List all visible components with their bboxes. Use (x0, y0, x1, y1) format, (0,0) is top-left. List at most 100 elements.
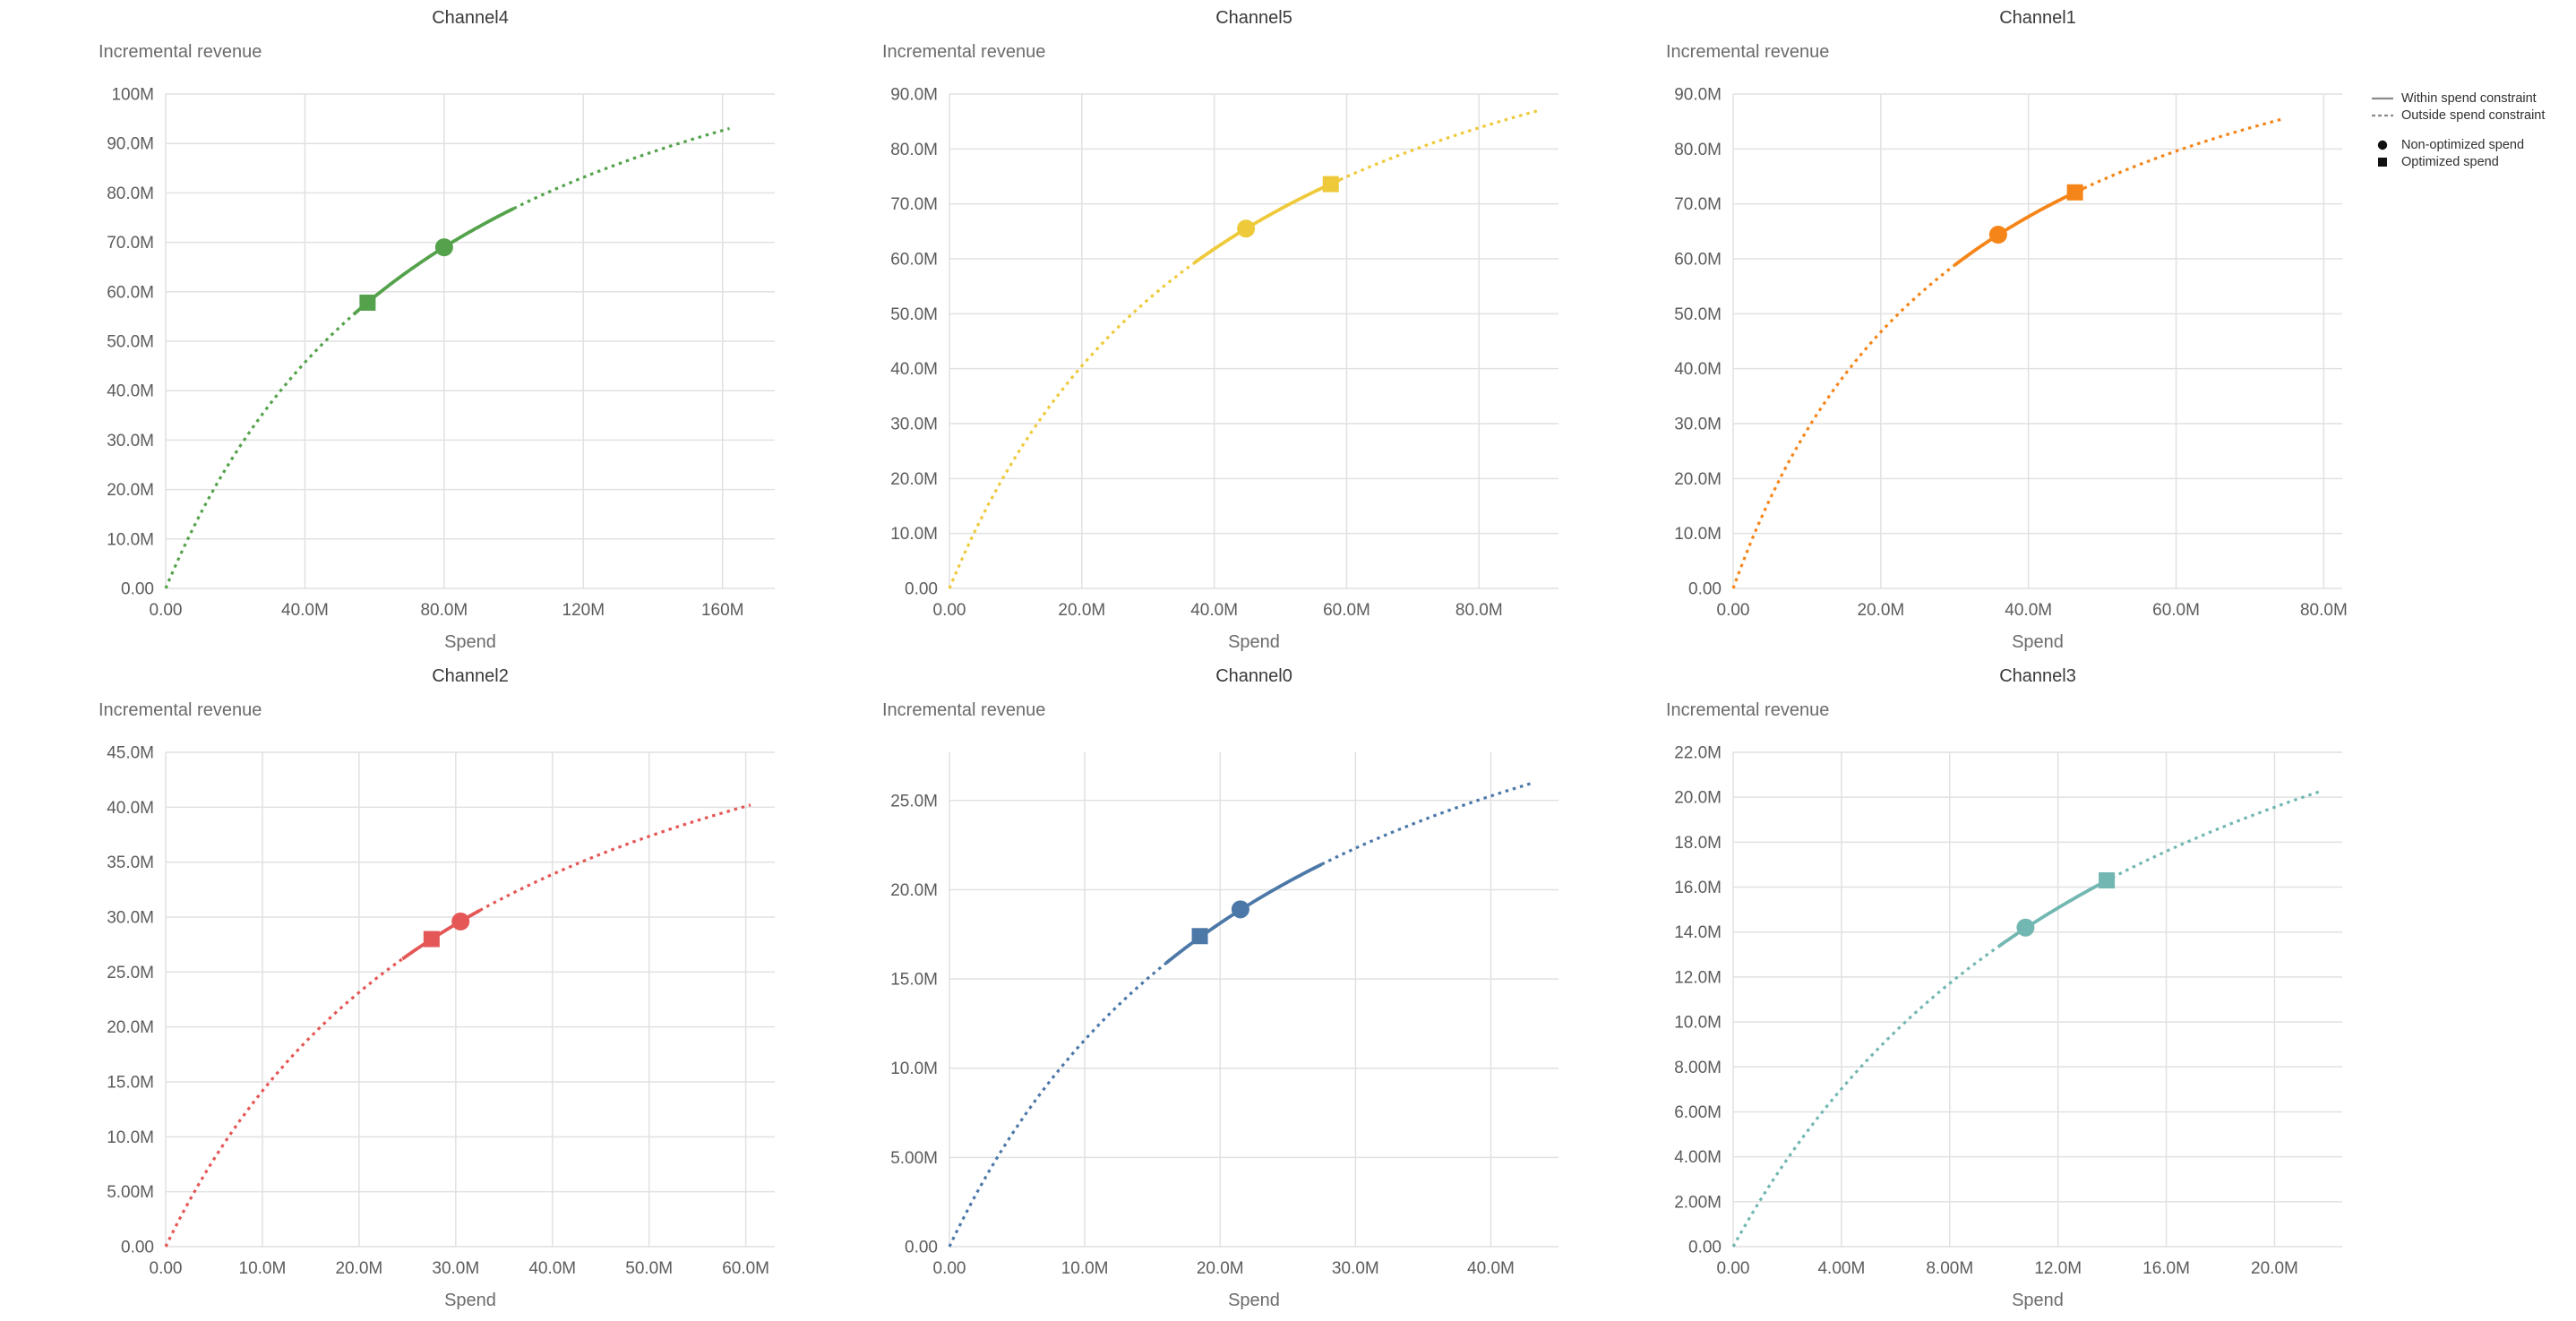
y-tick-label: 60.0M (107, 283, 154, 302)
optimized-spend-point (1322, 176, 1339, 193)
x-tick-label: 40.0M (2005, 601, 2052, 620)
x-axis-title: Spend (1228, 632, 1280, 652)
y-tick-label: 20.0M (1674, 789, 1722, 808)
optimized-spend-point (2099, 872, 2116, 889)
y-tick-label: 35.0M (107, 854, 154, 872)
curve-dashed-above-constraint (2082, 117, 2284, 190)
x-tick-label: 80.0M (420, 601, 468, 620)
gridlines (949, 752, 1558, 1248)
y-tick-label: 5.00M (107, 1183, 154, 1202)
legend: Within spend constraint Outside spend co… (2370, 90, 2574, 170)
chart-title: Channel4 (432, 8, 509, 28)
chart-title: Channel1 (1999, 8, 2076, 28)
curve-solid-within-constraint (1997, 876, 2114, 948)
y-tick-label: 45.0M (107, 744, 154, 763)
y-tick-label: 30.0M (890, 416, 938, 434)
y-tick-label: 10.0M (107, 530, 154, 549)
x-tick-label: 40.0M (528, 1259, 576, 1278)
non-optimized-spend-point (1231, 900, 1249, 919)
y-tick-label: 80.0M (1674, 141, 1722, 159)
y-tick-label: 8.00M (1674, 1059, 1722, 1077)
non-optimized-spend-point (434, 238, 453, 257)
y-tick-label: 16.0M (1674, 879, 1722, 897)
x-tick-label: 0.00 (150, 601, 183, 620)
y-tick-label: 20.0M (107, 481, 154, 500)
y-axis-title: Incremental revenue (99, 700, 262, 720)
y-tick-label: 30.0M (107, 432, 154, 450)
y-tick-label: 100M (111, 86, 154, 105)
x-axis-title: Spend (444, 632, 496, 652)
chart-svg: 0.00 20.0M 40.0M 60.0M 80.0M 0.00 10.0M 20.0M 30… (1666, 8, 2348, 652)
y-tick-label: 0.00 (1688, 1239, 1722, 1257)
x-tick-label: 30.0M (1332, 1259, 1379, 1278)
x-tick-label: 20.0M (1197, 1259, 1244, 1278)
y-tick-label: 0.00 (1688, 580, 1722, 599)
legend-label-outside: Outside spend constraint (2401, 107, 2546, 123)
gridlines (1732, 93, 2342, 589)
x-tick-label: 30.0M (432, 1259, 479, 1278)
y-tick-label: 90.0M (1674, 86, 1722, 105)
optimized-spend-point (359, 294, 376, 311)
curve-dashed-below-constraint (948, 962, 1167, 1248)
non-optimized-spend-point (451, 912, 470, 931)
y-tick-label: 40.0M (890, 360, 938, 379)
gridlines (949, 93, 1558, 589)
y-tick-label: 20.0M (107, 1018, 154, 1037)
x-tick-label: 10.0M (1061, 1259, 1109, 1278)
square-marker-icon (2378, 157, 2387, 167)
legend-item-optimized: Optimized spend (2370, 153, 2574, 170)
y-tick-label: 80.0M (107, 184, 154, 203)
y-tick-label: 40.0M (107, 382, 154, 401)
y-tick-label: 10.0M (1674, 525, 1722, 544)
y-axis-title: Incremental revenue (99, 42, 262, 62)
chart-title: Channel5 (1215, 8, 1292, 28)
x-axis-title: Spend (2012, 1291, 2064, 1310)
solid-line-icon (2372, 97, 2393, 99)
curve-dashed-above-constraint (512, 126, 730, 210)
chart-svg: 0.00 20.0M 40.0M 60.0M 80.0M 0.00 10.0M 20.0M 30… (882, 8, 1558, 652)
legend-item-within-constraint: Within spend constraint (2370, 90, 2574, 107)
curve-dashed-below-constraint (948, 262, 1196, 589)
y-tick-label: 20.0M (890, 470, 938, 489)
chart-svg: 0.00 10.0M 20.0M 30.0M 40.0M 50.0M 60.0M 0.00 5.… (99, 666, 775, 1310)
x-tick-label: 10.0M (239, 1259, 287, 1278)
non-optimized-spend-point (1988, 226, 2007, 244)
gridlines (1732, 751, 2342, 1248)
curve-dashed-above-constraint (2111, 789, 2322, 879)
x-tick-label: 12.0M (2034, 1259, 2082, 1278)
x-tick-label: 20.0M (1857, 601, 1904, 620)
y-tick-label: 60.0M (1674, 251, 1722, 270)
y-tick-label: 80.0M (890, 141, 938, 159)
gridlines (165, 751, 775, 1248)
y-tick-label: 60.0M (890, 251, 938, 270)
y-tick-label: 0.00 (905, 580, 938, 599)
non-optimized-spend-point (2016, 918, 2035, 937)
y-tick-label: 50.0M (107, 333, 154, 352)
y-tick-label: 0.00 (121, 580, 154, 599)
y-tick-label: 18.0M (1674, 834, 1722, 853)
curve-dashed-above-constraint (1339, 108, 1540, 182)
y-tick-label: 10.0M (1674, 1014, 1722, 1033)
y-tick-label: 50.0M (890, 305, 938, 324)
y-tick-label: 20.0M (1674, 470, 1722, 489)
curve-dashed-below-constraint (164, 957, 404, 1248)
y-axis-title: Incremental revenue (882, 700, 1045, 720)
x-tick-label: 20.0M (2251, 1259, 2298, 1278)
x-tick-label: 16.0M (2142, 1259, 2190, 1278)
y-tick-label: 40.0M (107, 799, 154, 818)
y-tick-label: 2.00M (1674, 1193, 1722, 1212)
chart-channel1: 0.00 20.0M 40.0M 60.0M 80.0M 0.00 10.0M 20.0M 30… (1590, 0, 2374, 658)
chart-channel2: 0.00 10.0M 20.0M 30.0M 40.0M 50.0M 60.0M 0.00 5.… (22, 658, 806, 1317)
y-tick-label: 0.00 (121, 1239, 154, 1257)
x-tick-label: 0.00 (933, 601, 966, 620)
y-axis-title: Incremental revenue (1666, 700, 1829, 720)
curve-dashed-above-constraint (1320, 782, 1533, 866)
optimized-spend-point (423, 931, 440, 948)
dashed-line-icon (2372, 114, 2393, 116)
gridlines (165, 93, 775, 589)
chart-channel5: 0.00 20.0M 40.0M 60.0M 80.0M 0.00 10.0M 20.0M 30… (806, 0, 1590, 658)
y-tick-label: 22.0M (1674, 744, 1722, 763)
x-tick-label: 60.0M (722, 1259, 769, 1278)
x-tick-label: 40.0M (281, 601, 329, 620)
non-optimized-spend-point (1237, 219, 1256, 238)
